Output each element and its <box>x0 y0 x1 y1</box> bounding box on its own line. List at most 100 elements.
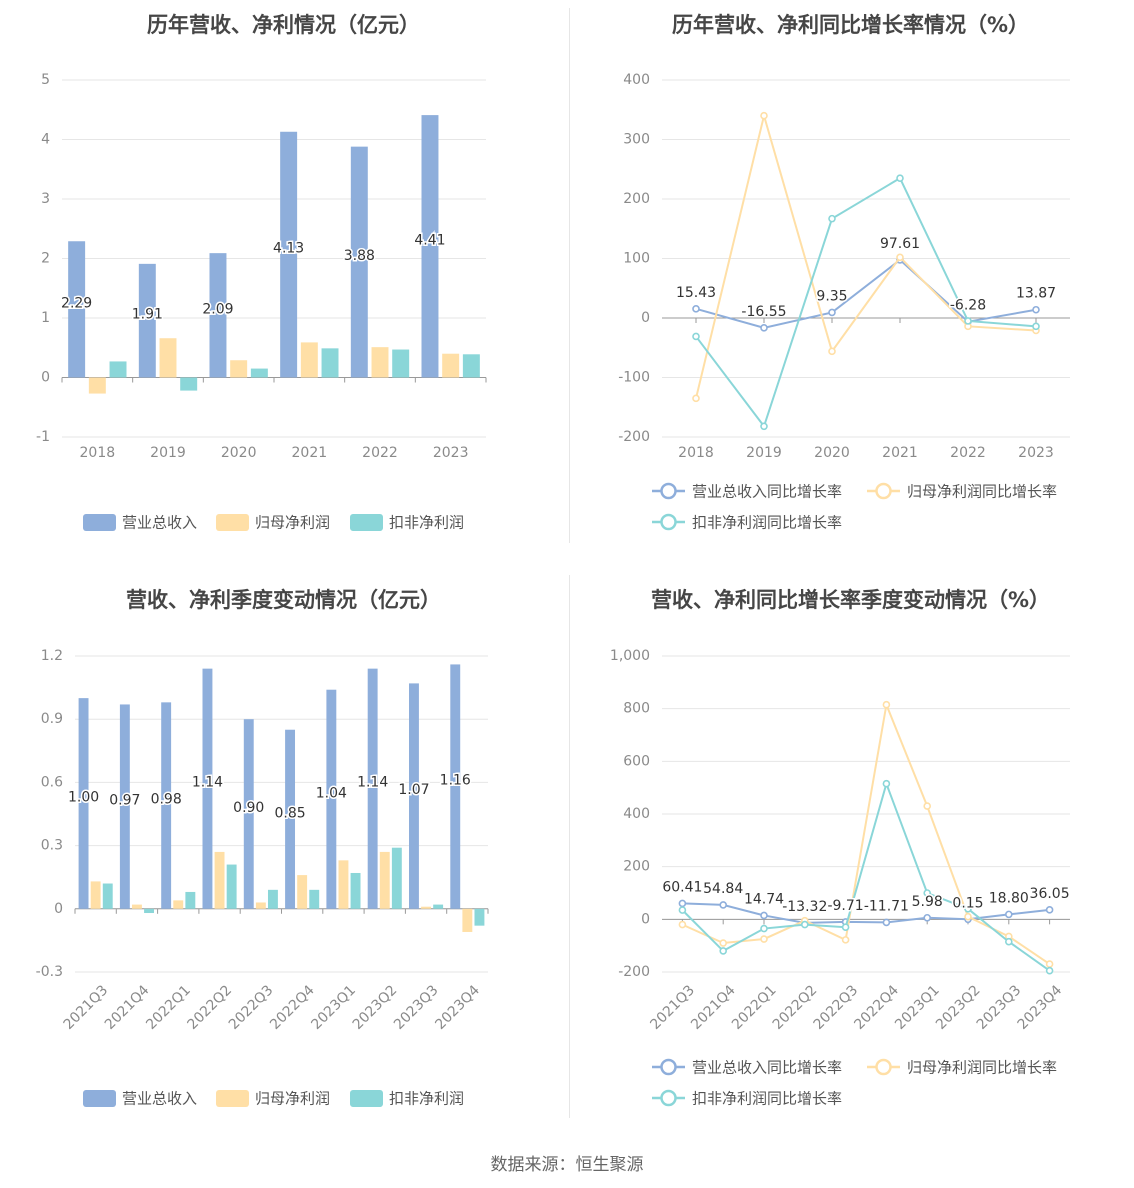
legend-swatch <box>83 514 116 531</box>
data-point <box>828 308 836 317</box>
data-point <box>760 911 768 920</box>
data-label: 54.84 <box>703 881 743 897</box>
bar <box>78 698 89 909</box>
bar <box>321 348 339 378</box>
legend-swatch <box>83 1090 116 1107</box>
y-tick-label: 800 <box>623 701 650 717</box>
data-label: -16.55 <box>741 304 786 320</box>
legend-marker <box>660 1058 677 1076</box>
legend-swatch <box>350 514 383 531</box>
data-label: 3.88 <box>344 248 375 264</box>
y-tick-label: 1,000 <box>610 648 650 664</box>
bar <box>371 347 389 378</box>
data-point <box>760 111 768 120</box>
x-tick-label: 2023 <box>1018 445 1054 461</box>
data-point <box>760 924 768 933</box>
bar <box>131 904 142 909</box>
legend-marker <box>875 482 892 500</box>
y-tick-label: 3 <box>41 191 50 207</box>
legend-marker <box>660 1089 677 1107</box>
data-point <box>692 305 700 313</box>
y-tick-label: 400 <box>623 72 650 88</box>
bar <box>474 908 485 926</box>
data-label: -9.71 <box>827 898 863 914</box>
bar <box>230 360 248 378</box>
legend-label: 营业总收入 <box>122 514 197 532</box>
x-tick-label: 2023Q3 <box>391 982 442 1033</box>
y-tick-label: 0 <box>641 911 650 927</box>
data-label: 13.87 <box>1016 286 1056 302</box>
x-tick-label: 2018 <box>80 445 116 461</box>
y-tick-label: 0 <box>641 310 650 326</box>
data-point <box>841 936 850 944</box>
legend-label: 归母净利润 <box>255 514 330 532</box>
y-tick-label: 2 <box>41 251 50 267</box>
series-line <box>682 902 1050 924</box>
data-label: 97.61 <box>880 236 920 252</box>
data-point <box>760 324 768 332</box>
bar <box>326 689 337 909</box>
bar <box>450 664 461 909</box>
data-point <box>1004 910 1013 919</box>
data-point <box>923 913 932 922</box>
data-label: -6.28 <box>950 298 986 314</box>
y-tick-label: 400 <box>623 806 650 822</box>
data-point <box>964 317 972 325</box>
data-label: 1.07 <box>398 782 429 798</box>
data-label: 15.43 <box>676 285 716 301</box>
x-tick-label: 2023Q1 <box>308 982 359 1033</box>
quarterly-growth-rate-chart: 营收、净利同比增长率季度变动情况（%） -200 0 200 400 600 800 1,00… <box>567 575 1134 1150</box>
bar <box>88 377 106 394</box>
data-label: 5.98 <box>912 894 943 910</box>
data-point <box>923 802 932 810</box>
data-point <box>964 904 972 913</box>
data-point <box>828 347 836 356</box>
bar <box>367 668 378 909</box>
data-label: 0.15 <box>952 895 983 911</box>
data-label: 1.04 <box>316 785 347 801</box>
data-point <box>964 912 972 921</box>
vertical-divider-top <box>569 8 570 543</box>
bar <box>209 253 227 378</box>
x-tick-label: 2021 <box>882 445 918 461</box>
data-label: 0.85 <box>274 805 305 821</box>
x-tick-label: 2019 <box>150 445 186 461</box>
bar <box>338 860 349 909</box>
legend-label: 归母净利润同比增长率 <box>907 483 1057 501</box>
data-point <box>1032 322 1040 331</box>
chart-title: 历年营收、净利同比增长率情况（%） <box>672 13 1029 37</box>
bar <box>250 368 268 378</box>
data-label: 0.90 <box>233 800 264 816</box>
data-source-note: 数据来源：恒生聚源 <box>490 1155 644 1175</box>
y-tick-label: -200 <box>618 429 650 445</box>
y-tick-label: -0.3 <box>36 964 63 980</box>
quarterly-revenue-profit-chart: 营收、净利季度变动情况（亿元） -0.3 0 0.3 0.6 0.9 1.2 2021Q3 20… <box>0 575 567 1150</box>
x-tick-label: 2023Q4 <box>1015 982 1066 1033</box>
bar <box>280 131 298 378</box>
y-tick-label: 300 <box>623 132 650 148</box>
x-tick-label: 2021 <box>292 445 328 461</box>
bar <box>202 668 213 909</box>
legend-label: 扣非净利润 <box>389 1090 464 1108</box>
bar <box>185 891 196 909</box>
x-tick-label: 2022 <box>362 445 398 461</box>
data-point <box>896 174 904 182</box>
series-line <box>681 780 1051 972</box>
data-label: 0.97 <box>109 793 140 809</box>
bar <box>119 704 130 909</box>
legend-label: 营业总收入 <box>122 1090 197 1108</box>
data-point <box>828 214 836 223</box>
y-tick-label: 4 <box>41 132 50 148</box>
bar <box>285 729 296 909</box>
data-point <box>801 920 809 929</box>
data-label: -11.71 <box>864 898 909 914</box>
x-tick-label: 2021Q3 <box>61 982 112 1033</box>
data-point <box>841 923 850 932</box>
y-tick-label: -100 <box>618 370 650 386</box>
legend-swatch <box>216 514 249 531</box>
bar <box>442 353 460 378</box>
bar <box>144 908 154 914</box>
x-tick-label: 2022Q2 <box>185 982 236 1033</box>
data-label: 4.41 <box>414 232 445 248</box>
bar <box>102 883 113 909</box>
